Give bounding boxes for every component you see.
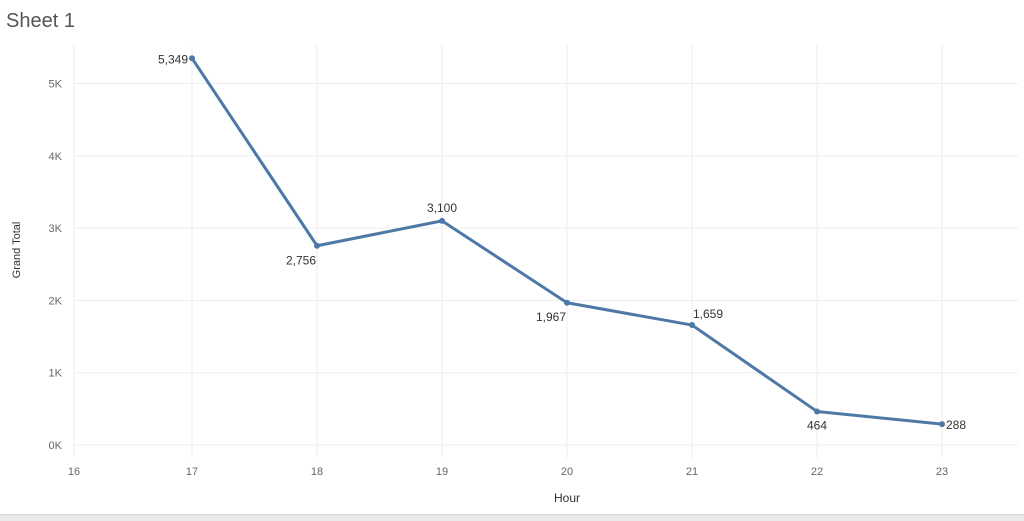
y-tick-label: 4K (49, 151, 63, 163)
data-labels: 5,349 2,756 3,100 1,967 1,659 464 288 (158, 52, 966, 432)
y-tick-label: 3K (49, 223, 63, 235)
y-tick-label: 2K (49, 295, 63, 307)
data-points (189, 55, 945, 428)
data-point[interactable] (939, 421, 945, 428)
x-tick-label: 21 (686, 466, 698, 478)
data-label: 464 (807, 418, 827, 432)
x-tick-label: 18 (311, 466, 323, 478)
bottom-scrollbar[interactable] (0, 514, 1024, 521)
x-tick-label: 23 (936, 466, 948, 478)
x-tick-label: 17 (186, 466, 198, 478)
data-label: 1,659 (693, 307, 723, 321)
x-tick-label: 16 (68, 466, 80, 478)
y-tick-label: 5K (49, 79, 63, 91)
x-axis-ticks: 16 17 18 19 20 21 22 23 (68, 466, 948, 478)
data-point[interactable] (314, 242, 320, 249)
chart-grid (73, 45, 1018, 458)
y-axis-ticks: 0K 1K 2K 3K 4K 5K (49, 79, 63, 453)
sheet-title: Sheet 1 (6, 10, 75, 32)
data-point[interactable] (189, 55, 195, 62)
data-label: 288 (946, 418, 966, 432)
x-axis-title: Hour (554, 491, 580, 505)
y-axis-title: Grand Total (11, 222, 23, 279)
data-label: 2,756 (286, 254, 316, 268)
y-tick-label: 1K (49, 368, 63, 380)
data-point[interactable] (689, 322, 695, 329)
data-point[interactable] (814, 408, 820, 415)
data-label: 1,967 (536, 310, 566, 324)
x-tick-label: 19 (436, 466, 448, 478)
data-point[interactable] (439, 217, 445, 224)
y-tick-label: 0K (49, 440, 63, 452)
data-label: 5,349 (158, 52, 188, 66)
x-tick-label: 20 (561, 466, 573, 478)
data-label: 3,100 (427, 201, 457, 215)
x-tick-label: 22 (811, 466, 823, 478)
data-point[interactable] (564, 299, 570, 306)
